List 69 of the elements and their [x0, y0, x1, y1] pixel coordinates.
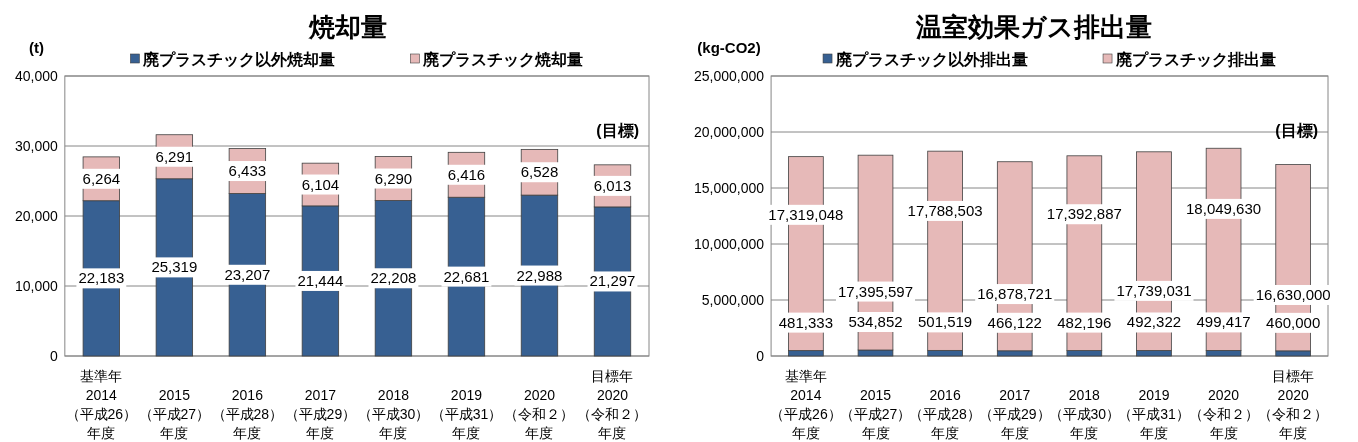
x-tick-label: 2019 （平成31）年度	[430, 387, 503, 441]
data-label: 499,417	[1196, 313, 1251, 331]
x-tick-label: 2015 （平成27）年度	[138, 387, 211, 441]
y-tick-label: 10,000	[15, 278, 59, 294]
annotation: (目標)	[1275, 122, 1318, 139]
x-tick-label: 目標年 2020 （令和２）年度	[577, 368, 648, 441]
y-tick-label: 15,000,000	[694, 180, 765, 196]
x-tick-label: 基準年 2014 （平成26）年度	[770, 368, 842, 441]
data-label: 6,264	[82, 169, 121, 187]
y-tick-label: 25,000,000	[694, 68, 765, 84]
annotation: (目標)	[596, 122, 639, 139]
x-tick-label: 2019 （平成31）年度	[1118, 387, 1190, 441]
y-tick-label: 20,000	[15, 208, 59, 224]
legend-label: 廃プラスチック以外焼却量	[142, 51, 336, 68]
data-label: 16,878,721	[977, 285, 1053, 303]
y-tick-label: 5,000,000	[701, 292, 765, 308]
data-label: 460,000	[1266, 313, 1321, 331]
data-label: 466,122	[987, 313, 1042, 331]
data-label: 482,196	[1057, 313, 1112, 331]
data-label: 16,630,000	[1255, 285, 1331, 303]
data-label: 23,207	[224, 265, 271, 283]
y-axis-title: (t)	[28, 39, 44, 56]
legend-label: 廃プラスチック以外排出量	[835, 51, 1029, 68]
data-label: 17,739,031	[1116, 281, 1192, 299]
data-label: 21,297	[589, 272, 636, 290]
x-tick-label: 2018 （平成30）年度	[357, 387, 430, 441]
x-tick-label: 2020 （令和２）年度	[1188, 387, 1259, 441]
x-tick-label: 2016 （平成28）年度	[211, 387, 284, 441]
data-label: 501,519	[918, 313, 973, 331]
data-label: 17,395,597	[837, 282, 914, 300]
x-tick-label: 2018 （平成30）年度	[1048, 387, 1121, 441]
legend-label: 廃プラスチック排出量	[1115, 51, 1277, 68]
x-tick-label: 目標年 2020 （令和２）年度	[1258, 368, 1329, 441]
data-label: 6,290	[374, 169, 413, 187]
y-axis-title: (kg-CO2)	[697, 39, 761, 56]
data-label: 6,013	[593, 176, 632, 194]
x-tick-label: 基準年 2014 （平成26）年度	[65, 368, 138, 441]
y-tick-label: 0	[756, 348, 765, 364]
chart-title: 焼却量	[308, 12, 388, 42]
data-label: 17,392,887	[1046, 205, 1122, 223]
y-tick-label: 30,000	[15, 138, 59, 154]
data-label: 6,433	[228, 162, 267, 180]
x-tick-label: 2017 （平成29）年度	[284, 387, 357, 441]
x-tick-label: 2015 （平成27）年度	[839, 387, 912, 441]
data-label: 534,852	[848, 313, 903, 331]
data-label: 17,319,048	[768, 205, 844, 223]
legend-label: 廃プラスチック焼却量	[422, 51, 584, 68]
data-label: 22,183	[78, 269, 125, 287]
data-label: 22,681	[443, 267, 490, 285]
y-tick-label: 0	[50, 348, 59, 364]
data-label: 492,322	[1126, 313, 1182, 331]
data-label: 22,988	[516, 266, 563, 284]
data-label: 6,528	[520, 163, 559, 181]
chart-title: 温室効果ガス排出量	[915, 12, 1153, 42]
data-label: 21,444	[297, 271, 344, 289]
data-label: 17,788,503	[907, 201, 983, 219]
x-tick-label: 2017 （平成29）年度	[978, 387, 1051, 441]
y-tick-label: 20,000,000	[694, 124, 765, 140]
data-label: 6,291	[155, 147, 194, 165]
data-label: 6,416	[447, 165, 486, 183]
data-label: 22,208	[370, 269, 417, 287]
x-tick-label: 2016 （平成28）年度	[909, 387, 981, 441]
data-label: 6,104	[301, 175, 340, 193]
y-tick-label: 40,000	[15, 68, 59, 84]
data-label: 25,319	[151, 258, 198, 276]
data-label: 18,049,630	[1186, 199, 1262, 217]
data-label: 481,333	[778, 313, 833, 331]
y-tick-label: 10,000,000	[694, 236, 765, 252]
x-tick-label: 2020 （令和２）年度	[504, 387, 575, 441]
